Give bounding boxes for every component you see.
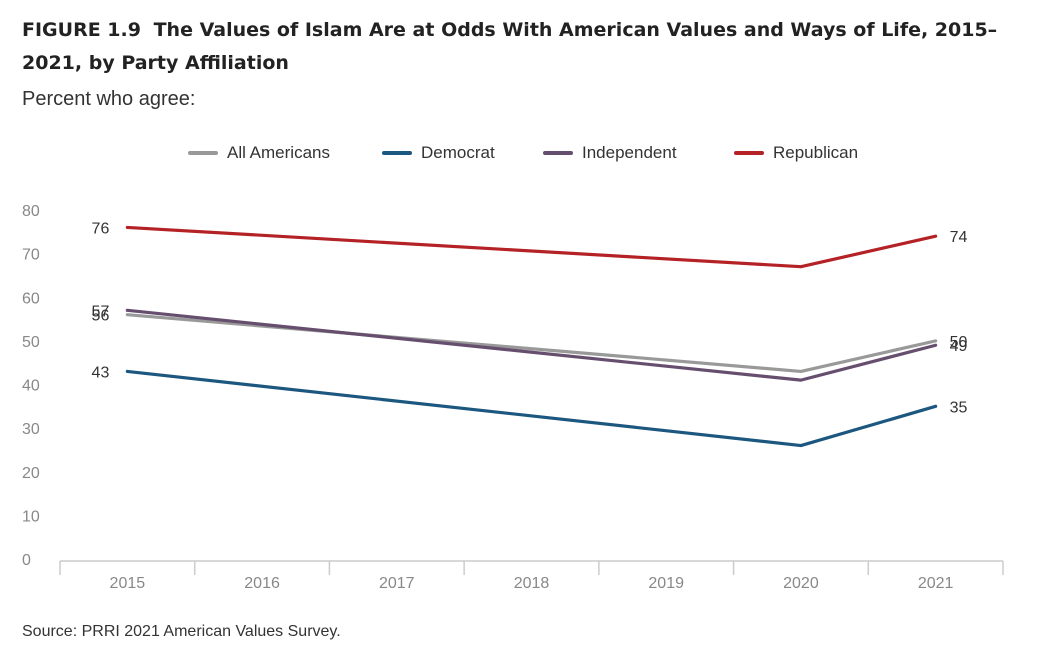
source-note: Source: PRRI 2021 American Values Survey… [22,623,341,640]
legend-label: Independent [582,143,677,162]
legend: All Americans Democrat Independent Republic… [0,143,1037,167]
x-tick-label: 2016 [244,575,280,592]
legend-item: Democrat [382,143,495,163]
series-line [125,225,938,269]
figure-title: The Values of Islam Are at Odds With Ame… [22,19,998,74]
data-label: 76 [92,220,110,237]
legend-swatch [734,151,764,155]
legend-swatch [382,151,412,155]
data-label: 50 [950,334,968,351]
legend-label: Republican [773,143,859,162]
figure-label: FIGURE 1.9 [22,19,141,41]
x-tick-label: 2021 [918,575,954,592]
data-label: 49 [950,338,968,355]
line-chart: 0 10 20 30 40 50 60 70 80 2015 2016 2017 2018 2019 202… [22,203,1004,592]
y-tick-label: 20 [22,465,40,482]
data-label: 74 [950,229,968,246]
x-tick-label: 2017 [379,575,415,592]
y-tick-label: 40 [22,378,40,395]
y-tick-label: 60 [22,290,40,307]
x-tick-label: 2015 [110,575,146,592]
legend-swatch [188,151,218,155]
series-line [125,369,938,448]
series-line [125,308,938,382]
legend-item: Republican [734,143,858,163]
legend-item: All Americans [188,143,330,163]
x-tick-label: 2020 [783,575,819,592]
legend-label: All Americans [227,143,330,162]
data-label: 57 [92,303,110,320]
data-label: 43 [92,364,110,381]
data-label: 35 [950,399,968,416]
chart-subtitle: Percent who agree: [22,88,196,110]
y-tick-label: 10 [22,508,40,525]
y-tick-label: 0 [22,552,31,569]
y-tick-label: 30 [22,421,40,438]
y-tick-label: 70 [22,247,40,264]
legend-item: Independent [543,143,677,163]
data-label: 56 [92,308,110,325]
legend-label: Democrat [421,143,495,162]
x-tick-label: 2018 [514,575,550,592]
y-tick-label: 50 [22,334,40,351]
chart-title: FIGURE 1.9 The Values of Islam Are at Od… [22,14,1012,80]
y-tick-label: 80 [22,203,40,220]
x-tick-label: 2019 [648,575,684,592]
legend-swatch [543,151,573,155]
